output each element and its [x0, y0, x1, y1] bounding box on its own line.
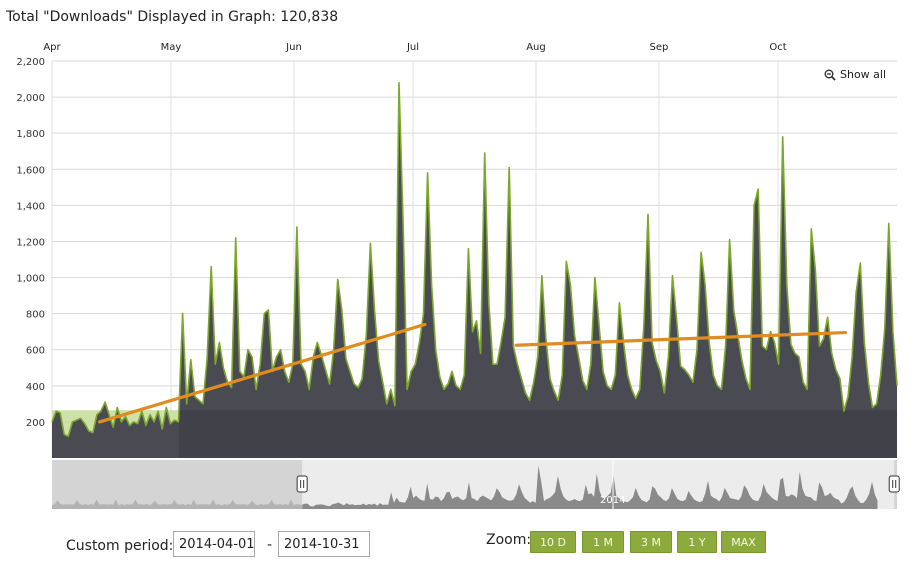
y-tick-label: 2,200	[16, 57, 45, 68]
y-tick-label: 1,000	[16, 274, 45, 285]
x-tick-label: Apr	[43, 42, 61, 53]
start-date-input[interactable]	[173, 531, 255, 557]
chart-title: Total "Downloads" Displayed in Graph: 12…	[6, 9, 339, 25]
custom-period-label: Custom period:	[66, 538, 174, 554]
y-tick-label: 1,600	[16, 165, 45, 176]
y-tick-label: 1,800	[16, 129, 45, 140]
y-tick-label: 2,000	[16, 93, 45, 104]
x-tick-label: Jul	[406, 42, 419, 53]
controls-bar: Custom period: - Zoom: 10 D 1 M 3 M 1 Y …	[0, 520, 917, 569]
x-tick-label: Aug	[526, 42, 546, 53]
navigator-handle-right[interactable]	[888, 475, 900, 493]
x-tick-label: Sep	[650, 42, 669, 53]
trend-line	[98, 322, 427, 424]
x-tick-label: Jun	[285, 42, 302, 53]
x-tick-label: May	[161, 42, 182, 53]
zoom-10d-button[interactable]: 10 D	[530, 531, 576, 553]
y-tick-label: 400	[26, 382, 45, 393]
navigator[interactable]: 2014	[52, 460, 900, 509]
zoom-out-icon	[824, 69, 836, 81]
trend-line	[514, 330, 848, 347]
y-tick-label: 1,200	[16, 237, 45, 248]
navigator-selected-series	[302, 465, 878, 509]
end-date-input[interactable]	[278, 531, 370, 557]
zoom-1m-button[interactable]: 1 M	[582, 531, 624, 553]
y-tick-label: 1,400	[16, 201, 45, 212]
zoom-label: Zoom:	[486, 532, 532, 548]
y-tick-label: 600	[26, 346, 45, 357]
y-axis-labels: 200 400 600 800 1,000 1,200 1,400 1,600 1,800 2,0…	[16, 57, 45, 429]
downloads-chart: Apr May Jun Jul Aug Sep Oct 200 400 600 800 1,000 1…	[16, 42, 900, 509]
zoom-3m-button[interactable]: 3 M	[630, 531, 672, 553]
x-tick-label: Oct	[769, 42, 786, 53]
series-area	[51, 81, 898, 458]
zoom-1y-button[interactable]: 1 Y	[677, 531, 717, 553]
downloads-area	[52, 82, 897, 458]
y-tick-label: 200	[26, 418, 45, 429]
downloads-line	[51, 81, 898, 438]
trend-lines	[98, 322, 848, 424]
navigator-handle-left[interactable]	[296, 475, 308, 493]
zoom-max-button[interactable]: MAX	[721, 531, 766, 553]
y-tick-label: 800	[26, 310, 45, 321]
date-separator: -	[267, 537, 273, 553]
show-all-button[interactable]: Show all	[824, 68, 886, 81]
x-axis-labels: Apr May Jun Jul Aug Sep Oct	[43, 42, 786, 53]
baseline-band-dark	[178, 410, 897, 458]
show-all-label: Show all	[840, 68, 887, 81]
